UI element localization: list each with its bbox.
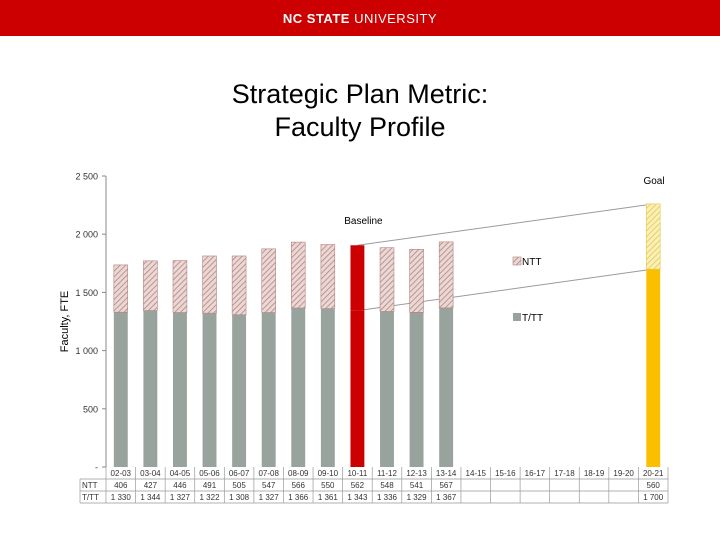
x-tick-label: 10-11 bbox=[347, 469, 367, 478]
wordmark-bold: NC STATE bbox=[282, 10, 350, 26]
table-cell-ttt: 1 361 bbox=[318, 493, 339, 502]
table-cell-ttt: 1 366 bbox=[288, 493, 309, 502]
baseline-annotation: Baseline bbox=[344, 216, 383, 227]
y-tick-label: 1 500 bbox=[75, 288, 98, 298]
trend-line bbox=[357, 203, 654, 246]
y-tick-label: 2 000 bbox=[75, 230, 98, 240]
x-tick-label: 13-14 bbox=[436, 469, 457, 478]
table-cell-ntt: 550 bbox=[321, 481, 335, 490]
x-tick-label: 02-03 bbox=[111, 469, 132, 478]
x-tick-label: 17-18 bbox=[554, 469, 575, 478]
table-cell-ntt: 427 bbox=[144, 481, 158, 490]
x-tick-label: 09-10 bbox=[318, 469, 339, 478]
bar-ntt-20-21 bbox=[645, 203, 661, 270]
university-banner: NC STATE UNIVERSITY bbox=[0, 0, 720, 36]
x-tick-label: 19-20 bbox=[613, 469, 634, 478]
x-tick-label: 20-21 bbox=[643, 469, 664, 478]
bar-ttt-08-09 bbox=[291, 307, 306, 467]
table-cell-ntt: 562 bbox=[351, 481, 365, 490]
bar-ttt-05-06 bbox=[202, 313, 217, 467]
table-row-label-ttt: T/TT bbox=[82, 493, 99, 502]
table-cell-ttt: 1 343 bbox=[347, 493, 368, 502]
bar-ttt-09-10 bbox=[320, 308, 335, 467]
x-tick-label: 15-16 bbox=[495, 469, 516, 478]
table-cell-ttt: 1 700 bbox=[643, 493, 664, 502]
bar-ttt-04-05 bbox=[172, 312, 187, 467]
table-cell-ttt: 1 330 bbox=[111, 493, 132, 502]
y-tick-label: 2 500 bbox=[75, 172, 98, 182]
bar-ntt-12-13 bbox=[409, 249, 424, 313]
table-cell-ttt: 1 329 bbox=[407, 493, 428, 502]
wordmark-rest: UNIVERSITY bbox=[349, 10, 438, 26]
table-cell-ntt: 491 bbox=[203, 481, 217, 490]
y-tick-label: 1 000 bbox=[75, 346, 98, 356]
table-cell-ntt: 541 bbox=[410, 481, 424, 490]
bar-ttt-02-03 bbox=[113, 312, 128, 467]
table-cell-ntt: 566 bbox=[292, 481, 306, 490]
university-wordmark: NC STATE UNIVERSITY bbox=[283, 11, 437, 26]
table-cell-ntt: 548 bbox=[380, 481, 394, 490]
legend-label-ntt: NTT bbox=[522, 257, 541, 268]
table-cell-ntt: 505 bbox=[232, 481, 246, 490]
bar-ntt-03-04 bbox=[143, 260, 158, 311]
slide-title-line-2: Faculty Profile bbox=[274, 112, 446, 142]
bar-ttt-12-13 bbox=[409, 312, 424, 467]
table-cell-ntt: 446 bbox=[173, 481, 187, 490]
table-cell-ttt: 1 336 bbox=[377, 493, 398, 502]
goal-annotation: Goal bbox=[643, 176, 664, 187]
bar-ntt-10-11 bbox=[350, 245, 365, 311]
x-tick-label: 06-07 bbox=[229, 469, 250, 478]
table-cell-ttt: 1 327 bbox=[259, 493, 280, 502]
x-tick-label: 16-17 bbox=[525, 469, 546, 478]
x-tick-label: 03-04 bbox=[140, 469, 161, 478]
slide-title: Strategic Plan Metric: Faculty Profile bbox=[0, 78, 720, 144]
bar-ntt-11-12 bbox=[379, 247, 395, 312]
x-tick-label: 07-08 bbox=[258, 469, 279, 478]
slide-title-line-1: Strategic Plan Metric: bbox=[231, 79, 489, 109]
table-cell-ttt: 1 322 bbox=[200, 493, 221, 502]
bar-ntt-06-07 bbox=[231, 255, 247, 316]
trend-line bbox=[357, 268, 654, 312]
x-tick-label: 14-15 bbox=[466, 469, 487, 478]
x-tick-label: 05-06 bbox=[199, 469, 220, 478]
bar-ttt-07-08 bbox=[261, 312, 276, 467]
bar-ntt-05-06 bbox=[202, 255, 217, 314]
bar-ntt-02-03 bbox=[113, 264, 129, 313]
table-cell-ntt: 406 bbox=[114, 481, 128, 490]
x-tick-label: 08-09 bbox=[288, 469, 309, 478]
bar-ntt-04-05 bbox=[172, 260, 188, 313]
bar-ntt-13-14 bbox=[438, 241, 454, 309]
table-cell-ntt: 567 bbox=[439, 481, 453, 490]
bar-ntt-07-08 bbox=[261, 248, 276, 313]
bar-ttt-13-14 bbox=[439, 307, 454, 467]
legend-swatch-ttt bbox=[513, 313, 521, 321]
table-cell-ttt: 1 367 bbox=[436, 493, 457, 502]
legend-label-ttt: T/TT bbox=[522, 313, 543, 324]
bar-ttt-03-04 bbox=[143, 310, 158, 467]
legend-swatch-ntt bbox=[512, 256, 522, 266]
table-cell-ntt: 560 bbox=[647, 481, 661, 490]
bar-ttt-06-07 bbox=[232, 314, 247, 467]
x-tick-label: 04-05 bbox=[170, 469, 191, 478]
bar-ttt-20-21 bbox=[646, 269, 661, 467]
table-cell-ttt: 1 327 bbox=[170, 493, 191, 502]
bar-ttt-11-12 bbox=[380, 311, 394, 467]
y-tick-label: 500 bbox=[83, 404, 98, 414]
bar-ntt-09-10 bbox=[320, 244, 336, 309]
x-tick-label: 11-12 bbox=[377, 469, 397, 478]
x-tick-label: 12-13 bbox=[406, 469, 427, 478]
table-cell-ttt: 1 344 bbox=[140, 493, 161, 502]
x-tick-label: 18-19 bbox=[584, 469, 605, 478]
table-cell-ntt: 547 bbox=[262, 481, 276, 490]
table-cell-ttt: 1 308 bbox=[229, 493, 250, 502]
table-row-label-ntt: NTT bbox=[82, 481, 98, 490]
y-tick-label: - bbox=[95, 463, 98, 473]
bar-ttt-10-11 bbox=[350, 310, 365, 467]
bar-ntt-08-09 bbox=[291, 241, 306, 309]
y-axis-title: Faculty, FTE bbox=[59, 291, 71, 353]
